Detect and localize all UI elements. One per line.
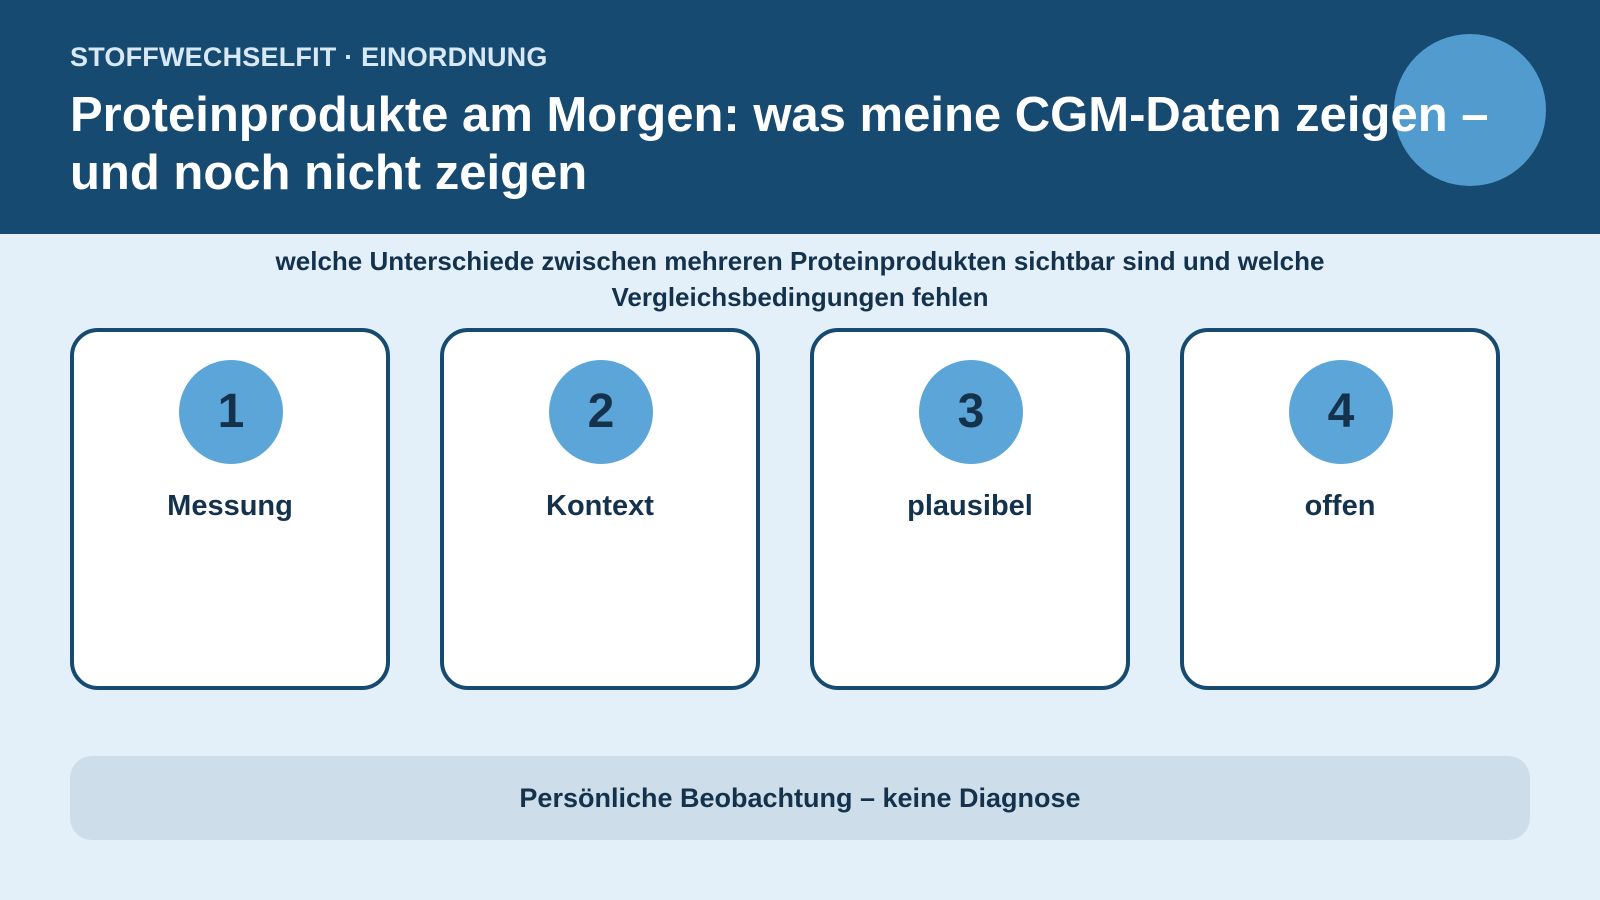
- card-number-badge: 3: [919, 360, 1023, 464]
- page-title: Proteinprodukte am Morgen: was meine CGM…: [70, 88, 1489, 200]
- card-number-badge: 1: [179, 360, 283, 464]
- card-messung: 1 Messung: [70, 328, 390, 690]
- card-label: offen: [1304, 490, 1376, 522]
- disclaimer-footer: Persönliche Beobachtung – keine Diagnose: [70, 756, 1530, 840]
- card-kontext: 2 Kontext: [440, 328, 760, 690]
- card-number-badge: 4: [1289, 360, 1393, 464]
- decorative-circle: [1394, 34, 1546, 186]
- subtitle-line-1: welche Unterschiede zwischen mehreren Pr…: [275, 246, 1325, 276]
- page-subtitle: welche Unterschiede zwischen mehreren Pr…: [0, 243, 1600, 315]
- card-label: Messung: [167, 490, 293, 522]
- card-offen: 4 offen: [1180, 328, 1500, 690]
- card-label: plausibel: [907, 490, 1033, 522]
- kicker-label: STOFFWECHSELFIT · EINORDNUNG: [70, 42, 548, 72]
- card-plausibel: 3 plausibel: [810, 328, 1130, 690]
- subtitle-line-2: Vergleichsbedingungen fehlen: [611, 282, 989, 312]
- card-label: Kontext: [546, 490, 654, 522]
- card-number-badge: 2: [549, 360, 653, 464]
- header-banner: STOFFWECHSELFIT · EINORDNUNG Proteinprod…: [0, 0, 1600, 234]
